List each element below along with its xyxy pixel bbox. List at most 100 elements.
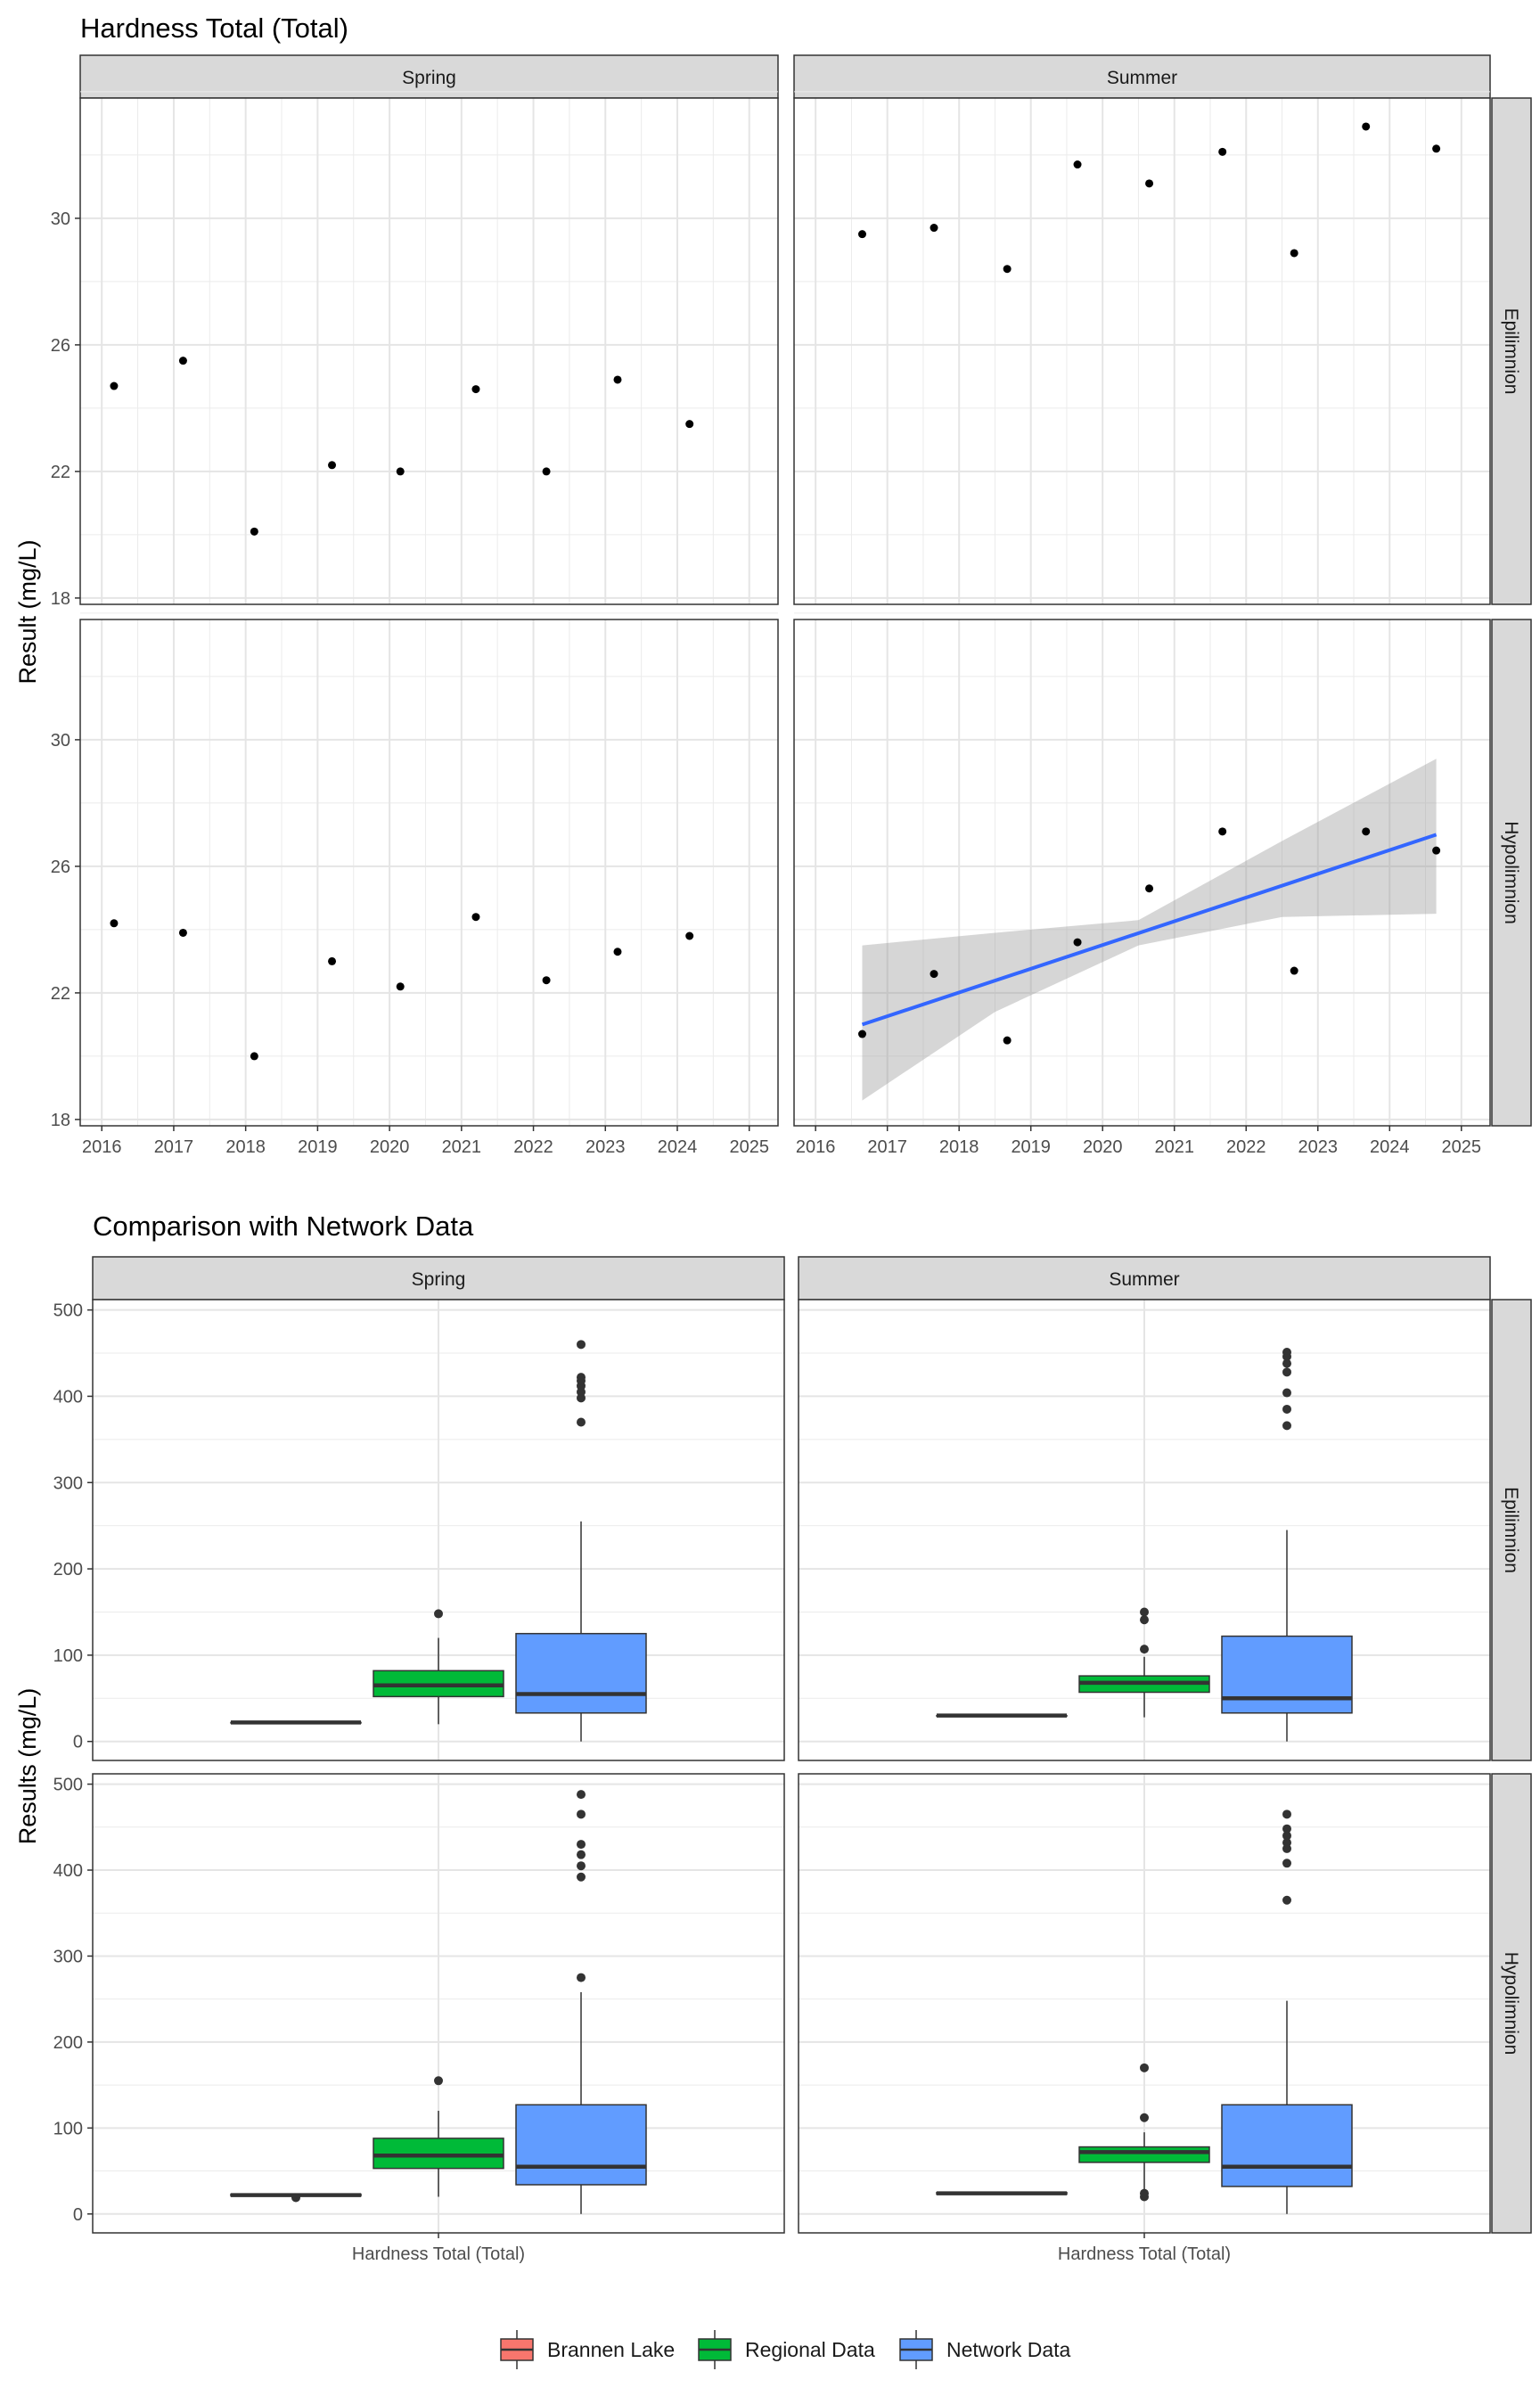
outlier-point bbox=[577, 1417, 586, 1427]
outlier-point bbox=[1140, 1645, 1149, 1654]
data-point bbox=[1362, 122, 1371, 131]
outlier-point bbox=[1282, 1388, 1291, 1398]
outlier-point bbox=[1140, 2063, 1149, 2072]
data-point bbox=[250, 527, 258, 536]
data-point bbox=[1145, 884, 1154, 893]
chart1-strip-label-epilimnion: Epilimnion bbox=[1501, 308, 1521, 395]
box-body bbox=[1221, 1635, 1353, 1714]
outlier-point bbox=[1282, 1859, 1291, 1868]
outlier-point bbox=[1282, 1824, 1291, 1834]
data-point bbox=[613, 375, 622, 384]
chart2-strip-label-hypolimnion: Hypolimnion bbox=[1501, 1952, 1521, 2055]
data-point bbox=[1432, 846, 1441, 855]
x-tick-label: 2025 bbox=[729, 1137, 769, 1157]
box-body bbox=[515, 1632, 647, 1714]
x-tick-label: 2017 bbox=[867, 1137, 907, 1157]
outlier-point bbox=[1140, 1615, 1149, 1625]
y-tick-label: 22 bbox=[51, 984, 70, 1004]
panel-border bbox=[79, 619, 779, 1127]
box-regional-data bbox=[373, 2076, 504, 2197]
x-tick-label: 2022 bbox=[1226, 1137, 1266, 1157]
chart1-y-axis-title: Result (mg/L) bbox=[14, 539, 41, 684]
panel-border bbox=[793, 619, 1491, 1127]
data-point bbox=[542, 467, 551, 476]
box-brannen-lake bbox=[936, 2191, 1068, 2195]
y-tick-label: 100 bbox=[53, 1646, 83, 1666]
data-point bbox=[1218, 147, 1227, 156]
data-point bbox=[613, 948, 622, 956]
chart1-strip-spring bbox=[79, 54, 779, 99]
data-point bbox=[857, 1030, 866, 1038]
chart1-strip-epilimnion bbox=[1491, 97, 1532, 605]
legend-key-regional-data bbox=[698, 2330, 732, 2369]
chart2-strip-epilimnion bbox=[1491, 1299, 1532, 1761]
outlier-point bbox=[1282, 1358, 1291, 1368]
y-tick-label: 18 bbox=[51, 1111, 70, 1130]
data-point bbox=[1432, 144, 1441, 153]
data-point bbox=[1362, 827, 1371, 836]
chart2-strip-spring bbox=[92, 1256, 785, 1301]
x-tick-label: Hardness Total (Total) bbox=[1058, 2244, 1231, 2264]
outlier-point bbox=[1282, 1809, 1291, 1819]
data-point bbox=[1073, 938, 1082, 947]
outlier-point bbox=[577, 1872, 586, 1882]
data-point bbox=[685, 420, 694, 429]
box-regional-data bbox=[373, 1609, 504, 1725]
y-tick-label: 26 bbox=[51, 857, 70, 877]
chart1-strip-label-hypolimnion: Hypolimnion bbox=[1501, 821, 1521, 924]
chart2-panel-summer-hypolimnion bbox=[798, 1773, 1491, 2234]
y-tick-label: 30 bbox=[51, 209, 70, 229]
data-point bbox=[1290, 966, 1298, 975]
outlier-point bbox=[1282, 1421, 1291, 1431]
outlier-point bbox=[1140, 1607, 1149, 1617]
x-tick-label: 2020 bbox=[1083, 1137, 1123, 1157]
data-point bbox=[178, 928, 187, 937]
chart2-panel-spring-hypolimnion bbox=[92, 1773, 785, 2234]
chart1-panel-spring-epilimnion bbox=[79, 91, 779, 605]
data-point bbox=[178, 357, 187, 365]
x-tick-label: 2019 bbox=[1011, 1137, 1051, 1157]
chart1-title: Hardness Total (Total) bbox=[80, 12, 348, 44]
y-tick-label: 500 bbox=[53, 1776, 83, 1795]
y-tick-label: 200 bbox=[53, 2033, 83, 2053]
x-tick-label: 2023 bbox=[1298, 1137, 1339, 1157]
data-point bbox=[471, 385, 480, 394]
data-point bbox=[250, 1052, 258, 1061]
x-tick-label: 2019 bbox=[298, 1137, 338, 1157]
chart2-strip-label-epilimnion: Epilimnion bbox=[1501, 1487, 1521, 1573]
y-tick-label: 300 bbox=[53, 1947, 83, 1966]
y-tick-label: 500 bbox=[53, 1301, 83, 1321]
chart2-panel-spring-epilimnion bbox=[92, 1299, 785, 1761]
outlier-point bbox=[434, 1609, 443, 1619]
chart1-panel-spring-hypolimnion bbox=[79, 612, 779, 1127]
data-point bbox=[396, 467, 405, 476]
y-tick-label: 22 bbox=[51, 463, 70, 482]
data-point bbox=[1003, 265, 1012, 274]
panel-border bbox=[798, 1299, 1491, 1761]
chart1-strip-label-summer: Summer bbox=[1107, 68, 1177, 88]
legend-label-brannen-lake: Brannen Lake bbox=[547, 2338, 675, 2361]
chart2-strip-label-spring: Spring bbox=[412, 1269, 466, 1290]
box-body bbox=[515, 2104, 647, 2186]
box-regional-data bbox=[1078, 2063, 1210, 2202]
panel-background bbox=[794, 620, 1490, 1126]
data-point bbox=[110, 382, 119, 390]
y-tick-label: 26 bbox=[51, 336, 70, 356]
y-tick-label: 30 bbox=[51, 731, 70, 751]
box-network-data bbox=[1221, 1348, 1353, 1742]
panel-background bbox=[80, 620, 778, 1126]
outlier-point bbox=[577, 1809, 586, 1819]
y-tick-label: 300 bbox=[53, 1473, 83, 1493]
panel-background bbox=[80, 98, 778, 604]
outlier-point bbox=[577, 1973, 586, 1982]
x-tick-label: 2020 bbox=[370, 1137, 410, 1157]
x-tick-label: 2021 bbox=[442, 1137, 482, 1157]
box-body bbox=[1078, 2146, 1210, 2163]
chart2-panel-summer-epilimnion bbox=[798, 1299, 1491, 1761]
x-tick-label: 2017 bbox=[154, 1137, 194, 1157]
box-brannen-lake bbox=[230, 2193, 362, 2203]
outlier-point bbox=[291, 2193, 300, 2203]
x-tick-label: 2016 bbox=[82, 1137, 122, 1157]
outlier-point bbox=[1140, 2188, 1149, 2198]
box-body bbox=[1221, 2104, 1353, 2187]
